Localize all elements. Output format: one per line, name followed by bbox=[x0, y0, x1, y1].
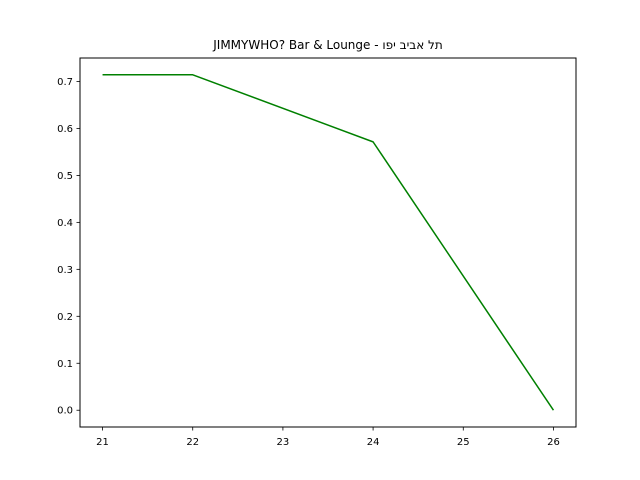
plot-area-frame bbox=[79, 57, 577, 428]
y-tick-label: 0.2 bbox=[57, 312, 73, 323]
x-tick-label: 21 bbox=[96, 437, 109, 448]
y-axis-ticks: 0.0 0.1 0.2 0.3 0.4 0.5 0.6 0.7 bbox=[57, 77, 80, 417]
x-axis-ticks: 21 22 23 24 25 26 bbox=[96, 427, 560, 448]
series-line bbox=[102, 74, 555, 411]
chart-title: JIMMYWHO? Bar & Lounge - תל אביב יפו bbox=[212, 38, 443, 52]
y-tick-label: 0.4 bbox=[57, 218, 73, 229]
series-layer bbox=[102, 74, 555, 411]
x-tick-label: 22 bbox=[186, 437, 199, 448]
x-tick-label: 24 bbox=[367, 437, 380, 448]
y-tick-label: 0.5 bbox=[57, 171, 73, 182]
x-tick-label: 23 bbox=[277, 437, 290, 448]
y-tick-label: 0.6 bbox=[57, 124, 73, 135]
x-tick-label: 25 bbox=[457, 437, 470, 448]
y-tick-label: 0.7 bbox=[57, 77, 73, 88]
y-tick-label: 0.3 bbox=[57, 265, 73, 276]
y-tick-label: 0.1 bbox=[57, 359, 73, 370]
y-tick-label: 0.0 bbox=[57, 406, 73, 417]
x-tick-label: 26 bbox=[547, 437, 560, 448]
